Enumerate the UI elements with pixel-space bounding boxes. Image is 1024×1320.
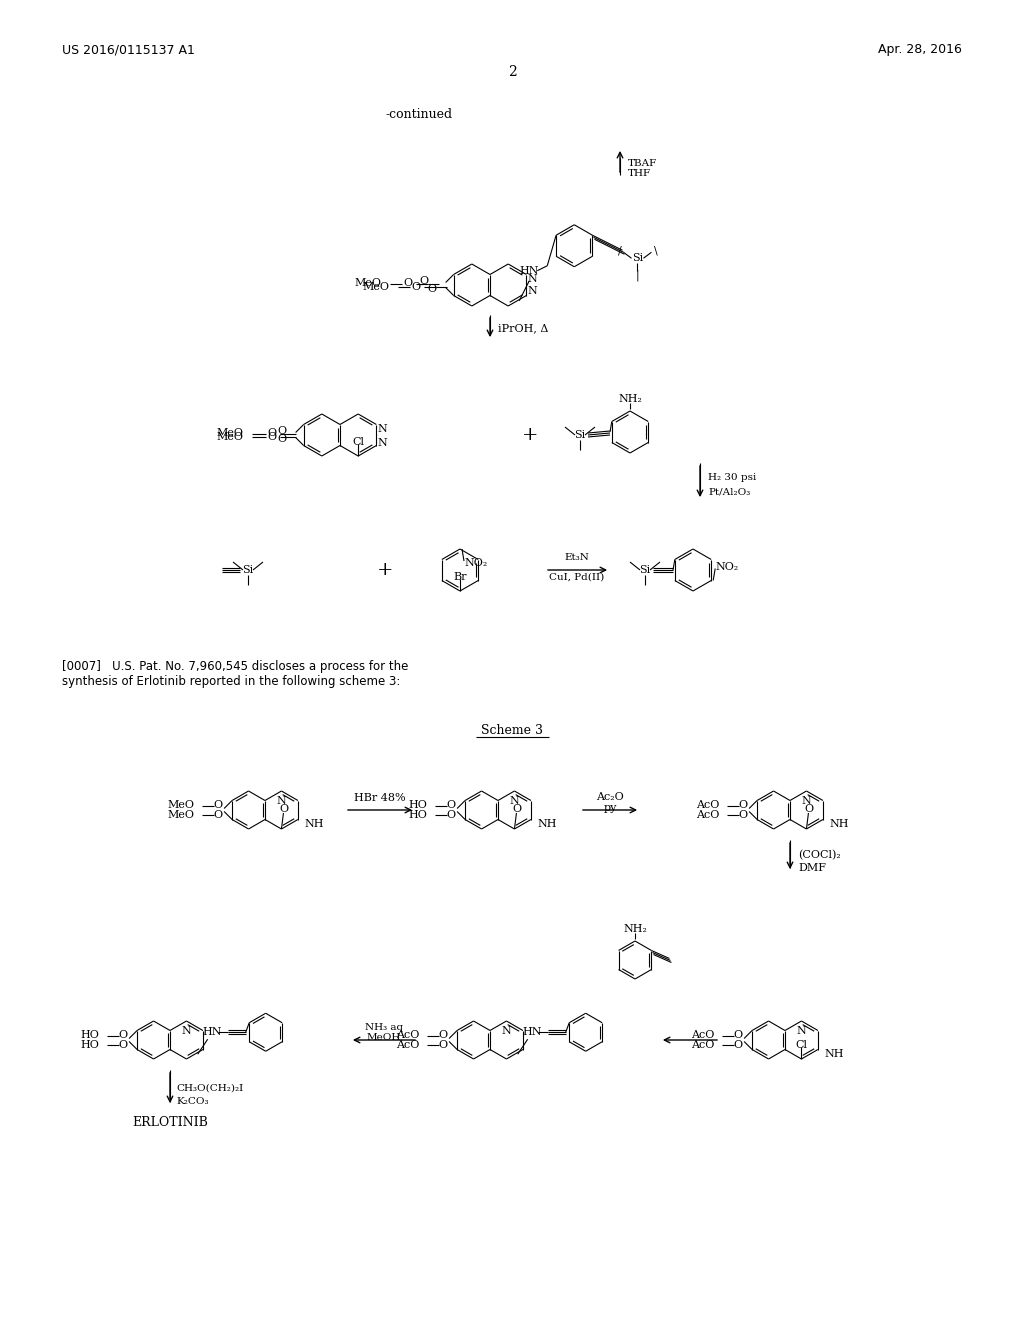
Text: NH: NH	[538, 820, 557, 829]
Text: AcO: AcO	[395, 1031, 419, 1040]
Text: O: O	[119, 1031, 128, 1040]
Text: CH₃O(CH₂)₂I: CH₃O(CH₂)₂I	[176, 1084, 244, 1093]
Text: Pt/Al₂O₃: Pt/Al₂O₃	[708, 487, 751, 496]
Text: K₂CO₃: K₂CO₃	[176, 1097, 209, 1106]
Text: MeO: MeO	[167, 809, 195, 820]
Text: N: N	[797, 1026, 806, 1036]
Text: O: O	[119, 1040, 128, 1049]
Text: O: O	[438, 1031, 447, 1040]
Text: O: O	[427, 284, 436, 293]
Text: H₂ 30 psi: H₂ 30 psi	[708, 474, 757, 483]
Text: O: O	[446, 809, 456, 820]
Text: NH₃ aq: NH₃ aq	[365, 1023, 403, 1031]
Text: Si: Si	[574, 430, 586, 440]
Text: (COCl)₂: (COCl)₂	[798, 850, 841, 861]
Text: AcO: AcO	[695, 809, 719, 820]
Text: Ac₂O: Ac₂O	[596, 792, 624, 803]
Text: Cl: Cl	[796, 1040, 808, 1049]
Text: MeO: MeO	[362, 281, 389, 292]
Text: \: \	[653, 246, 657, 255]
Text: HO: HO	[80, 1040, 99, 1049]
Text: +: +	[522, 426, 539, 444]
Text: MeOH: MeOH	[367, 1034, 401, 1043]
Text: 2: 2	[508, 65, 516, 79]
Text: US 2016/0115137 A1: US 2016/0115137 A1	[62, 44, 195, 57]
Text: THF: THF	[628, 169, 651, 178]
Text: AcO: AcO	[691, 1040, 714, 1049]
Text: Si: Si	[639, 565, 650, 576]
Text: O: O	[214, 809, 222, 820]
Text: N: N	[502, 1026, 511, 1036]
Text: O: O	[403, 279, 413, 289]
Text: O: O	[738, 809, 748, 820]
Text: MeO: MeO	[167, 800, 195, 810]
Text: TBAF: TBAF	[628, 158, 657, 168]
Text: Si: Si	[632, 253, 643, 263]
Text: NO₂: NO₂	[715, 561, 738, 572]
Text: |: |	[636, 269, 639, 281]
Text: [0007]   U.S. Pat. No. 7,960,545 discloses a process for the: [0007] U.S. Pat. No. 7,960,545 discloses…	[62, 660, 409, 673]
Text: HN: HN	[519, 265, 539, 276]
Text: O: O	[419, 276, 428, 286]
Text: NH₂: NH₂	[623, 924, 647, 935]
Text: HN: HN	[202, 1027, 221, 1038]
Text: MeO: MeO	[217, 432, 244, 441]
Text: N: N	[276, 796, 287, 807]
Text: NO₂: NO₂	[464, 558, 487, 568]
Text: Br: Br	[454, 572, 467, 582]
Text: O: O	[278, 426, 286, 437]
Text: O: O	[279, 804, 288, 814]
Text: O: O	[214, 800, 222, 810]
Text: N: N	[181, 1026, 191, 1036]
Text: O: O	[804, 804, 813, 814]
Text: N: N	[802, 796, 811, 807]
Text: AcO: AcO	[691, 1031, 714, 1040]
Text: ERLOTINIB: ERLOTINIB	[132, 1115, 208, 1129]
Text: HBr 48%: HBr 48%	[354, 793, 406, 803]
Text: HN: HN	[522, 1027, 542, 1038]
Text: O: O	[267, 432, 276, 441]
Text: Si: Si	[243, 565, 254, 576]
Text: NH: NH	[829, 820, 849, 829]
Text: O: O	[411, 281, 420, 292]
Text: DMF: DMF	[798, 863, 826, 873]
Text: O: O	[733, 1040, 742, 1049]
Text: N: N	[527, 273, 538, 284]
Text: -continued: -continued	[385, 108, 453, 121]
Text: synthesis of Erlotinib reported in the following scheme 3:: synthesis of Erlotinib reported in the f…	[62, 675, 400, 688]
Text: MeO: MeO	[217, 429, 244, 438]
Text: O: O	[512, 804, 521, 814]
Text: /: /	[617, 246, 622, 255]
Text: CuI, Pd(II): CuI, Pd(II)	[549, 573, 604, 582]
Text: O: O	[278, 433, 286, 444]
Text: HO: HO	[409, 800, 427, 810]
Text: NH₂: NH₂	[618, 393, 642, 404]
Text: O: O	[267, 429, 276, 438]
Text: HO: HO	[409, 809, 427, 820]
Text: Scheme 3: Scheme 3	[481, 723, 543, 737]
Text: N: N	[378, 424, 387, 433]
Text: Apr. 28, 2016: Apr. 28, 2016	[879, 44, 962, 57]
Text: AcO: AcO	[395, 1040, 419, 1049]
Text: O: O	[738, 800, 748, 810]
Text: O: O	[446, 800, 456, 810]
Text: NH: NH	[824, 1049, 844, 1059]
Text: Et₃N: Et₃N	[564, 553, 590, 561]
Text: N: N	[527, 286, 538, 297]
Text: N: N	[378, 437, 387, 447]
Text: O: O	[733, 1031, 742, 1040]
Text: O: O	[438, 1040, 447, 1049]
Text: py: py	[603, 803, 616, 813]
Text: N: N	[510, 796, 519, 807]
Text: Cl: Cl	[352, 437, 365, 447]
Text: +: +	[377, 561, 393, 579]
Text: MeO: MeO	[354, 279, 382, 289]
Text: iPrOH, Δ: iPrOH, Δ	[498, 323, 549, 333]
Text: NH: NH	[305, 820, 325, 829]
Text: HO: HO	[80, 1031, 99, 1040]
Text: AcO: AcO	[695, 800, 719, 810]
